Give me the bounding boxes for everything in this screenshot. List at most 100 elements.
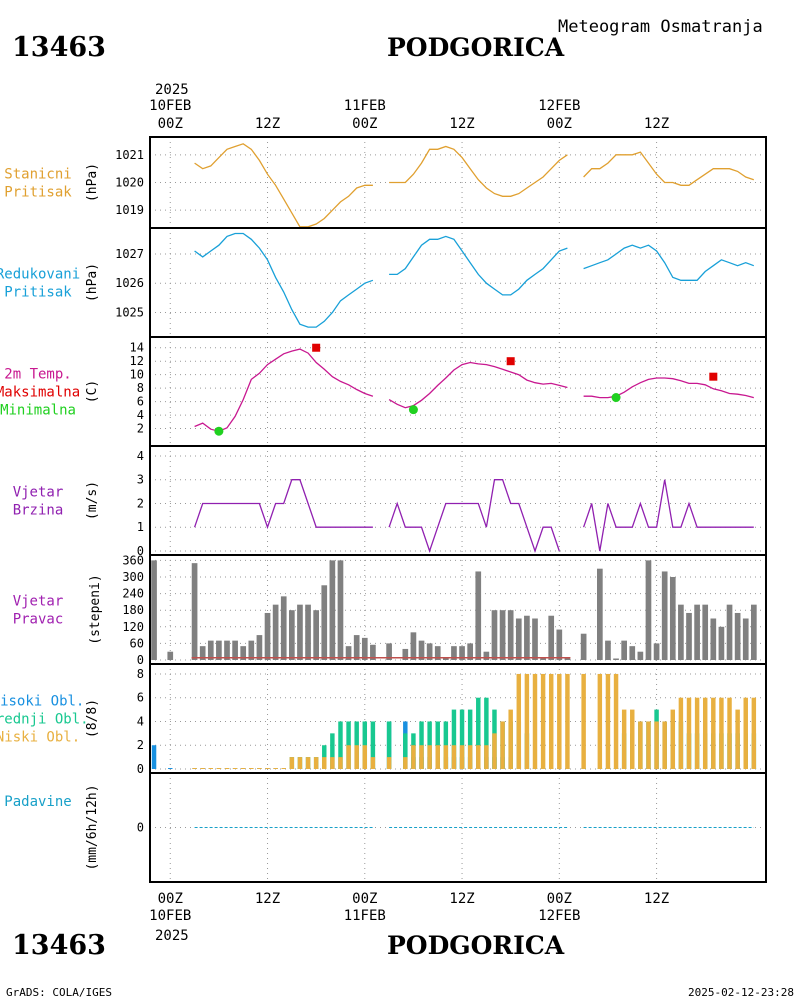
y-tick-label: 1027 [115, 247, 144, 261]
wind-direction-bar [199, 646, 206, 660]
wind-direction-bar [678, 604, 684, 660]
cloud-bar-low [613, 673, 619, 769]
cloud-bar-low [232, 768, 238, 769]
y-tick-label: 240 [122, 587, 144, 601]
y-tick-label: 1 [137, 520, 144, 534]
cloud-bar-low [322, 757, 327, 769]
wind-direction-bar [686, 612, 692, 660]
panel-label: Redukovani [0, 267, 80, 283]
day-label: 11FEB [344, 98, 386, 114]
wind-direction-bar [280, 596, 287, 660]
wind-direction-bar [361, 637, 368, 660]
cloud-bar-low [313, 757, 319, 769]
hour-label: 00Z [158, 116, 183, 132]
cloud-bar-low [443, 745, 449, 769]
wind-direction-bar [605, 640, 611, 660]
wind-direction-bar [167, 651, 174, 660]
cloud-bar-low [678, 697, 684, 769]
cloud-bar-low [216, 768, 222, 769]
panel-label: Niski Obl. [0, 730, 80, 746]
panel-frame [149, 445, 767, 556]
cloud-bar-low [630, 709, 635, 769]
y-tick-label: 2 [137, 496, 144, 510]
cloud-bar-low [694, 697, 700, 769]
wind-direction-bar [426, 643, 433, 660]
wind-direction-bar [580, 633, 587, 660]
cloud-bar-low [540, 673, 546, 769]
panel-label: Pritisak [4, 185, 72, 201]
y-tick-label: 1025 [115, 306, 144, 320]
panel-cloud-cover: 0 2 4 6 8 (8/8)Visoki Obl. Srednji Obl. Niski O… [0, 663, 767, 776]
series-line [388, 361, 568, 409]
cloud-bar-low [451, 745, 457, 769]
tmax-marker [709, 372, 718, 381]
day-label: 11FEB [344, 908, 386, 924]
panel-label: 2m Temp. [4, 367, 71, 383]
panel-label: Vjetar [13, 594, 64, 610]
cloud-bar-mid [484, 697, 489, 769]
y-tick-label: 6 [137, 691, 144, 705]
y-tick-label: 1021 [115, 148, 144, 162]
wind-direction-bar [451, 646, 457, 660]
hour-label: 12Z [255, 891, 280, 907]
cloud-bar-low [500, 721, 505, 769]
cloud-bar-low [751, 697, 757, 769]
wind-direction-bar [532, 618, 538, 660]
tmax-marker [506, 357, 515, 366]
panel-station-pressure: 1019 1020 1021 (hPa) Stanicni Pritisak [4, 136, 767, 229]
series-line [194, 232, 374, 328]
cloud-bar-low [362, 745, 368, 769]
series-line [583, 244, 755, 281]
wind-direction-bar [402, 648, 409, 660]
cloud-bar-low [411, 745, 416, 769]
wind-direction-bar [726, 604, 733, 660]
unit-label: (8/8) [85, 699, 100, 738]
wind-direction-bar [556, 629, 563, 660]
footer-station-id: 13463 [12, 930, 106, 961]
wind-direction-bar [751, 604, 757, 660]
cloud-bar-low [686, 697, 692, 769]
cloud-bar-low [719, 697, 724, 769]
wind-direction-bar [483, 651, 490, 660]
hour-label: 12Z [255, 116, 280, 132]
cloud-bar-low [476, 745, 481, 769]
wind-direction-bar [637, 651, 644, 660]
y-tick-label: 10 [130, 368, 144, 382]
cloud-bar-mid [476, 697, 481, 769]
cloud-bar-low [662, 721, 667, 769]
y-tick-label: 14 [130, 341, 144, 355]
wind-direction-bar [742, 618, 749, 660]
cloud-bar-low [597, 673, 603, 769]
y-tick-label: 4 [137, 408, 144, 422]
cloud-bar-low [581, 673, 586, 769]
cloud-bar-low [670, 709, 676, 769]
tmin-marker [214, 426, 224, 436]
wind-direction-bar [548, 615, 555, 660]
cloud-bar-low [330, 757, 335, 769]
wind-direction-bar [370, 644, 376, 660]
wind-direction-bar [653, 643, 660, 660]
wind-direction-bar [540, 658, 546, 660]
series-line [194, 348, 374, 432]
wind-direction-bar [151, 560, 157, 660]
cloud-bar-low [435, 745, 440, 769]
series-line [389, 145, 568, 197]
footer-timestamp: 2025-02-12-23:28 [688, 986, 794, 999]
series-line [583, 377, 754, 399]
cloud-bar-low [370, 757, 376, 769]
cloud-bar-low [265, 768, 270, 769]
station-name: PODGORICA [387, 33, 565, 62]
cloud-bar-low [224, 768, 230, 769]
wind-direction-bar [191, 563, 198, 660]
y-tick-label: 6 [137, 395, 144, 409]
bottom-year-label: 2025 [155, 928, 189, 944]
series-line [388, 479, 560, 554]
wind-direction-bar [710, 618, 717, 660]
wind-direction-bar [289, 610, 295, 660]
cloud-bar-low [467, 745, 473, 769]
panel-label: Stanicni [4, 167, 71, 183]
panel-reduced-pressure: 1025 1026 1027 (hPa) Redukovani Pritisak [0, 227, 767, 338]
hour-label: 00Z [547, 116, 572, 132]
cloud-bar-low [427, 745, 432, 769]
cloud-bar-low [249, 768, 254, 769]
